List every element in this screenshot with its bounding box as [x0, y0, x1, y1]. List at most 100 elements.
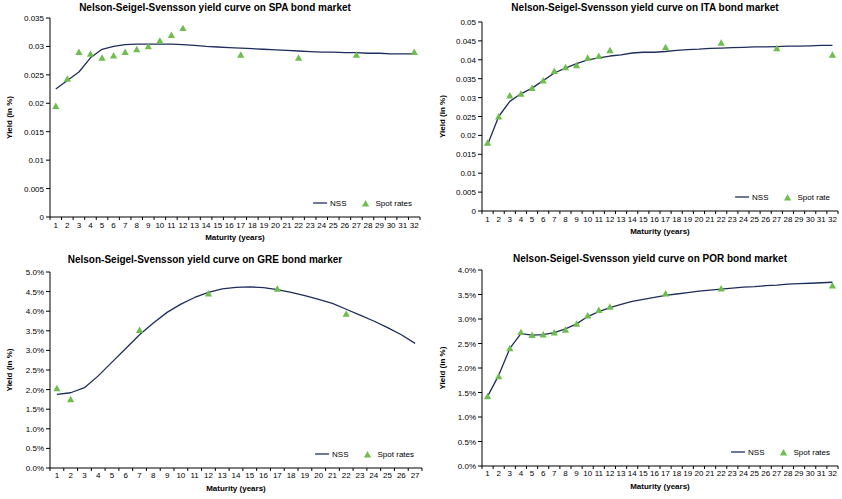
- spot-point: [495, 113, 502, 119]
- y-tick: [46, 350, 50, 351]
- x-tick: [482, 211, 483, 214]
- x-tick: [350, 217, 351, 220]
- x-tick-label: 20: [694, 469, 703, 478]
- y-tick-label: 0.02: [28, 99, 44, 108]
- y-tick: [478, 417, 482, 418]
- x-tick-label: 24: [739, 469, 748, 478]
- x-tick-label: 26: [340, 221, 349, 230]
- y-tick: [478, 116, 482, 117]
- x-tick-label: 31: [817, 469, 826, 478]
- x-tick: [838, 211, 839, 214]
- y-tick: [46, 103, 50, 104]
- x-tick-label: 28: [783, 469, 792, 478]
- spot-point: [75, 49, 82, 55]
- y-axis-label: Yield (in %): [438, 346, 447, 389]
- x-tick-label: 24: [739, 215, 748, 224]
- x-tick: [211, 217, 212, 220]
- x-tick-label: 14: [202, 221, 211, 230]
- x-tick-label: 26: [761, 469, 770, 478]
- x-tick-label: 1: [54, 221, 59, 230]
- x-tick-label: 6: [541, 469, 546, 478]
- nss-line: [56, 44, 414, 89]
- x-tick: [537, 211, 538, 214]
- x-tick-label: 7: [552, 215, 557, 224]
- x-axis-label: Maturity (years): [206, 484, 266, 493]
- x-tick: [504, 466, 505, 469]
- x-tick: [749, 211, 750, 214]
- y-tick: [478, 78, 482, 79]
- legend-label: NSS: [748, 448, 764, 457]
- y-tick: [46, 311, 50, 312]
- x-tick-label: 25: [383, 471, 392, 480]
- y-tick-label: 0.025: [456, 113, 477, 122]
- y-tick-label: 1.5%: [26, 405, 44, 414]
- y-tick: [46, 291, 50, 292]
- x-tick: [132, 468, 133, 471]
- y-tick-label: 4.0%: [26, 307, 44, 316]
- legend-item: NSS: [735, 193, 768, 202]
- x-tick: [188, 217, 189, 220]
- spot-point: [53, 385, 60, 391]
- spot-point: [168, 31, 175, 37]
- x-tick: [84, 217, 85, 220]
- x-tick: [339, 468, 340, 471]
- spot-point: [584, 54, 591, 60]
- x-tick-label: 11: [167, 221, 176, 230]
- x-tick: [91, 468, 92, 471]
- y-tick: [478, 40, 482, 41]
- x-axis: [50, 468, 422, 469]
- y-axis-label: Yield (in %): [438, 95, 447, 138]
- y-tick: [478, 135, 482, 136]
- x-tick-label: 28: [783, 215, 792, 224]
- y-tick-label: 0.5%: [458, 438, 476, 447]
- spot-point: [145, 43, 152, 49]
- x-tick-label: 3: [508, 469, 513, 478]
- x-tick: [726, 211, 727, 214]
- x-tick-label: 15: [213, 221, 222, 230]
- x-tick: [61, 217, 62, 220]
- x-tick-label: 23: [728, 215, 737, 224]
- x-tick: [154, 217, 155, 220]
- x-tick: [311, 468, 312, 471]
- spot-point: [718, 285, 725, 291]
- x-tick: [559, 466, 560, 469]
- x-tick-label: 3: [77, 221, 82, 230]
- x-tick: [804, 211, 805, 214]
- x-tick-label: 19: [300, 471, 309, 480]
- x-tick: [298, 468, 299, 471]
- spot-point: [110, 52, 117, 58]
- x-tick-label: 7: [137, 471, 142, 480]
- x-tick-label: 9: [574, 469, 579, 478]
- spot-point: [506, 92, 513, 98]
- y-tick-label: 0.035: [24, 14, 45, 23]
- legend-label: NSS: [330, 199, 346, 208]
- x-tick: [118, 468, 119, 471]
- legend-swatch: [362, 200, 369, 206]
- x-tick-label: 31: [398, 221, 407, 230]
- x-tick-label: 7: [123, 221, 128, 230]
- spot-point: [517, 329, 524, 335]
- x-tick: [793, 211, 794, 214]
- x-tick: [493, 211, 494, 214]
- y-axis-label: Yield (in %): [5, 348, 14, 391]
- x-tick: [77, 468, 78, 471]
- y-tick-label: 0.04: [460, 56, 476, 65]
- x-tick-label: 10: [155, 221, 164, 230]
- spot-point: [551, 329, 558, 335]
- x-tick: [256, 468, 257, 471]
- y-tick-label: 0.0%: [26, 464, 44, 473]
- spot-point: [595, 307, 602, 313]
- legend-swatch: [784, 194, 791, 200]
- spot-point: [411, 49, 418, 55]
- plot-data: [484, 39, 836, 146]
- legend-swatch: [731, 451, 745, 452]
- x-tick-label: 8: [563, 469, 568, 478]
- x-tick-label: 27: [411, 471, 420, 480]
- x-tick-label: 14: [628, 469, 637, 478]
- x-tick: [648, 211, 649, 214]
- y-tick: [478, 173, 482, 174]
- legend-label: NSS: [752, 193, 768, 202]
- x-tick-label: 18: [287, 471, 296, 480]
- spot-point: [540, 331, 547, 337]
- x-tick-label: 19: [259, 221, 268, 230]
